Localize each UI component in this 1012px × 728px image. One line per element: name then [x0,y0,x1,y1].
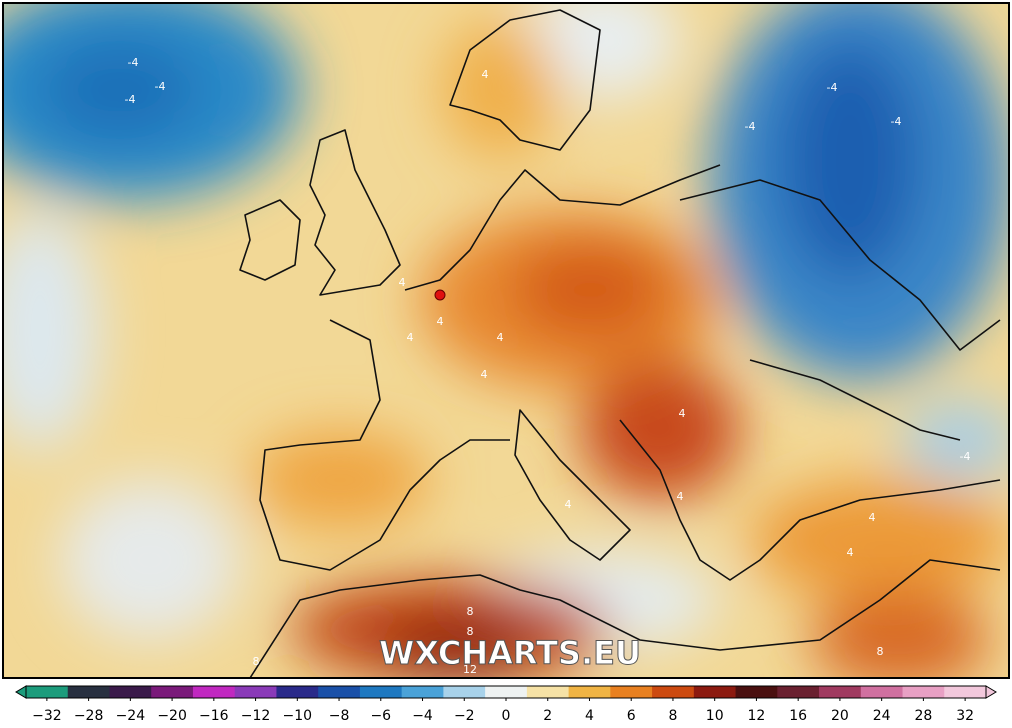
colorbar: −32 −28 −24 −20 −16 −12 −10 −8 −6 −4 −2 0 2 4 6 8 10 12 16… [15,685,997,724]
colorbar-tick-label: 32 [956,708,974,724]
colorbar-segment [735,686,778,698]
colorbar-tick-label: −16 [199,708,229,724]
contour-label: 8 [467,605,474,618]
contour-label: 4 [847,546,854,559]
colorbar-tick-label: 8 [668,708,677,724]
colorbar-tick-label: −10 [283,708,313,724]
colorbar-segment [401,686,444,698]
colorbar-tick-label: −32 [32,708,62,724]
contour-label: 4 [497,331,504,344]
contour-label: -4 [745,120,756,133]
colorbar-tick-label: 0 [502,708,511,724]
contour-label: -4 [125,93,136,106]
colorbar-tick-label: −20 [157,708,187,724]
colorbar-segment [26,686,69,698]
colorbar-tick-label: −4 [412,708,433,724]
contour-label: 8 [467,625,474,638]
colorbar-tick-label: 20 [831,708,849,724]
colorbar-segment [944,686,987,698]
contour-labels: -4 -4 -4 -4 -4 -4 4 4 4 4 4 4 4 4 4 4 8 8 8 8 12 -4 4 [125,56,971,676]
colorbar-segment [192,686,236,698]
colorbar-tick-label: 6 [627,708,636,724]
contour-label: 12 [463,663,477,676]
contour-label: -4 [827,81,838,94]
colorbar-segment [109,686,152,698]
contour-label: 4 [481,368,488,381]
contour-label: -4 [891,115,902,128]
contour-label: 8 [253,655,260,668]
colorbar-segment [318,686,361,698]
colorbar-tick-label: −8 [329,708,350,724]
colorbar-segment [610,686,653,698]
colorbar-segment [276,686,319,698]
contour-label: -4 [155,80,166,93]
map-frame [2,2,1010,679]
colorbar-segment [902,686,945,698]
colorbar-tick-label: −28 [74,708,104,724]
colorbar-tick-label: −24 [116,708,146,724]
colorbar-segment [568,686,611,698]
contour-label: 4 [407,331,414,344]
colorbar-segment [819,686,862,698]
colorbar-segment [652,686,695,698]
colorbar-segment [67,686,110,698]
watermark: WXCHARTS.EU [379,634,641,672]
colorbar-segment [359,686,403,698]
contour-label: 4 [482,68,489,81]
contour-label: 4 [399,276,406,289]
colorbar-tick-label: 2 [543,708,552,724]
colorbar-segment [777,686,820,698]
contour-label: 4 [869,511,876,524]
colorbar-tick-label: 28 [914,708,932,724]
contour-label: 4 [679,407,686,420]
colorbar-tick-label: −6 [370,708,391,724]
contour-label: -4 [128,56,139,69]
colorbar-segment [151,686,194,698]
location-marker [434,289,446,301]
colorbar-tick-label: −12 [241,708,271,724]
coastlines [239,9,1001,678]
colorbar-tick-label: 16 [789,708,807,724]
map-field: -4 -4 -4 -4 -4 -4 4 4 4 4 4 4 4 4 4 4 8 8 8 8 12 -4 4 WXCHARTS… [3,3,1009,678]
colorbar-segment [693,686,737,698]
colorbar-segment [234,686,277,698]
colorbar-arrow-high [985,685,997,699]
contour-label: 4 [677,490,684,503]
colorbar-tick-label: 4 [585,708,594,724]
colorbar-tick-label: 10 [706,708,724,724]
colorbar-segment [860,686,904,698]
contour-label: 4 [437,315,444,328]
colorbar-tick-label: −2 [454,708,475,724]
colorbar-segment [443,686,486,698]
colorbar-arrow-low [15,685,27,699]
colorbar-segment [526,686,570,698]
contour-label: 4 [565,498,572,511]
colorbar-tick-label: 12 [748,708,766,724]
colorbar-tick-label: 24 [873,708,891,724]
contour-label: 8 [877,645,884,658]
colorbar-segment [485,686,528,698]
contour-label: -4 [960,450,971,463]
